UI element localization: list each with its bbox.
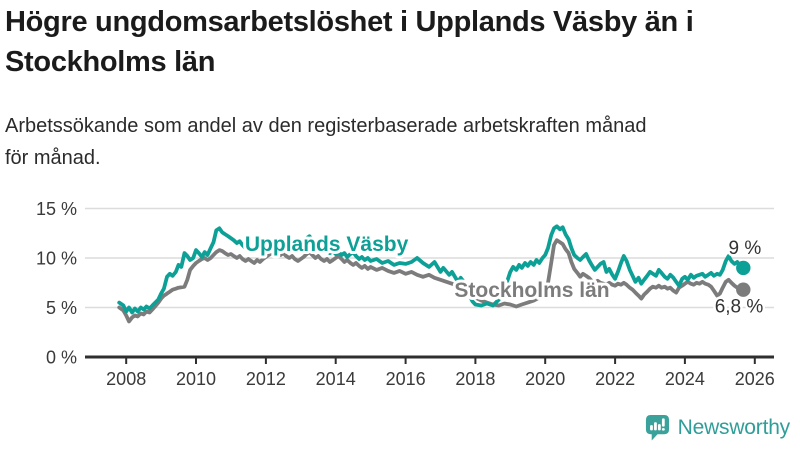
series-end-dot-stockholms-l-n bbox=[736, 282, 751, 297]
series-name-label-stockholms-l-n: Stockholms län bbox=[454, 279, 609, 302]
x-axis-label: 2018 bbox=[455, 369, 495, 389]
y-axis-label: 15 % bbox=[36, 199, 77, 219]
y-axis-label: 0 % bbox=[46, 348, 77, 368]
x-axis-label: 2012 bbox=[246, 369, 286, 389]
line-chart: 0 % 5 % 10 % 15 % 2008 2010 2012 2014 2016 2018 20… bbox=[36, 199, 775, 389]
series-end-label-upplands-v-sby: 9 % bbox=[729, 238, 762, 259]
y-axis-label: 5 % bbox=[46, 298, 77, 318]
series-line-upplands-v-sby bbox=[117, 224, 746, 315]
series-name-label-upplands-v-sby: Upplands Väsby bbox=[245, 233, 409, 256]
x-axis-label: 2022 bbox=[595, 369, 635, 389]
series-end-dot-upplands-v-sby bbox=[736, 260, 751, 276]
x-axis-label: 2014 bbox=[316, 369, 356, 389]
brand-footer: Newsworthy bbox=[644, 413, 790, 442]
chart-title: Högre ungdomsarbetslöshet i Upplands Väs… bbox=[5, 6, 694, 79]
x-axis-label: 2026 bbox=[735, 369, 775, 389]
x-axis-label: 2024 bbox=[665, 369, 705, 389]
y-axis-label: 10 % bbox=[36, 249, 77, 269]
series-end-label-stockholms-l-n: 6,8 % bbox=[715, 297, 764, 318]
x-axis-label: 2016 bbox=[386, 369, 426, 389]
newsworthy-logo-icon bbox=[645, 414, 669, 441]
brand-name: Newsworthy bbox=[677, 415, 791, 439]
series-line-stockholms-l-n bbox=[117, 238, 746, 324]
chart-subtitle: Arbetssökande som andel av den registerb… bbox=[5, 115, 647, 170]
x-axis-label: 2020 bbox=[525, 369, 565, 389]
x-axis-label: 2010 bbox=[176, 369, 216, 389]
x-axis-label: 2008 bbox=[106, 369, 146, 389]
